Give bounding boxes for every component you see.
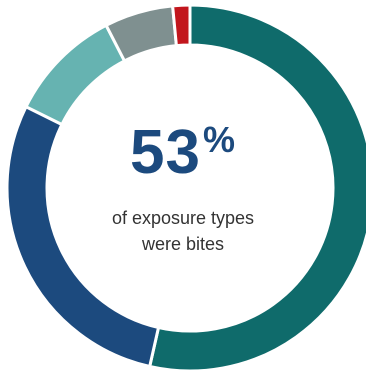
headline-number: 53: [130, 118, 201, 187]
caption-line-2: were bites: [141, 234, 225, 254]
donut-slice-1: [147, 3, 366, 372]
donut-slice-5: [170, 3, 192, 48]
donut-slice-3: [24, 23, 127, 127]
headline-unit: %: [202, 119, 236, 160]
caption-line-1: of exposure types: [111, 208, 255, 228]
headline-percentage: 53%: [0, 118, 366, 188]
